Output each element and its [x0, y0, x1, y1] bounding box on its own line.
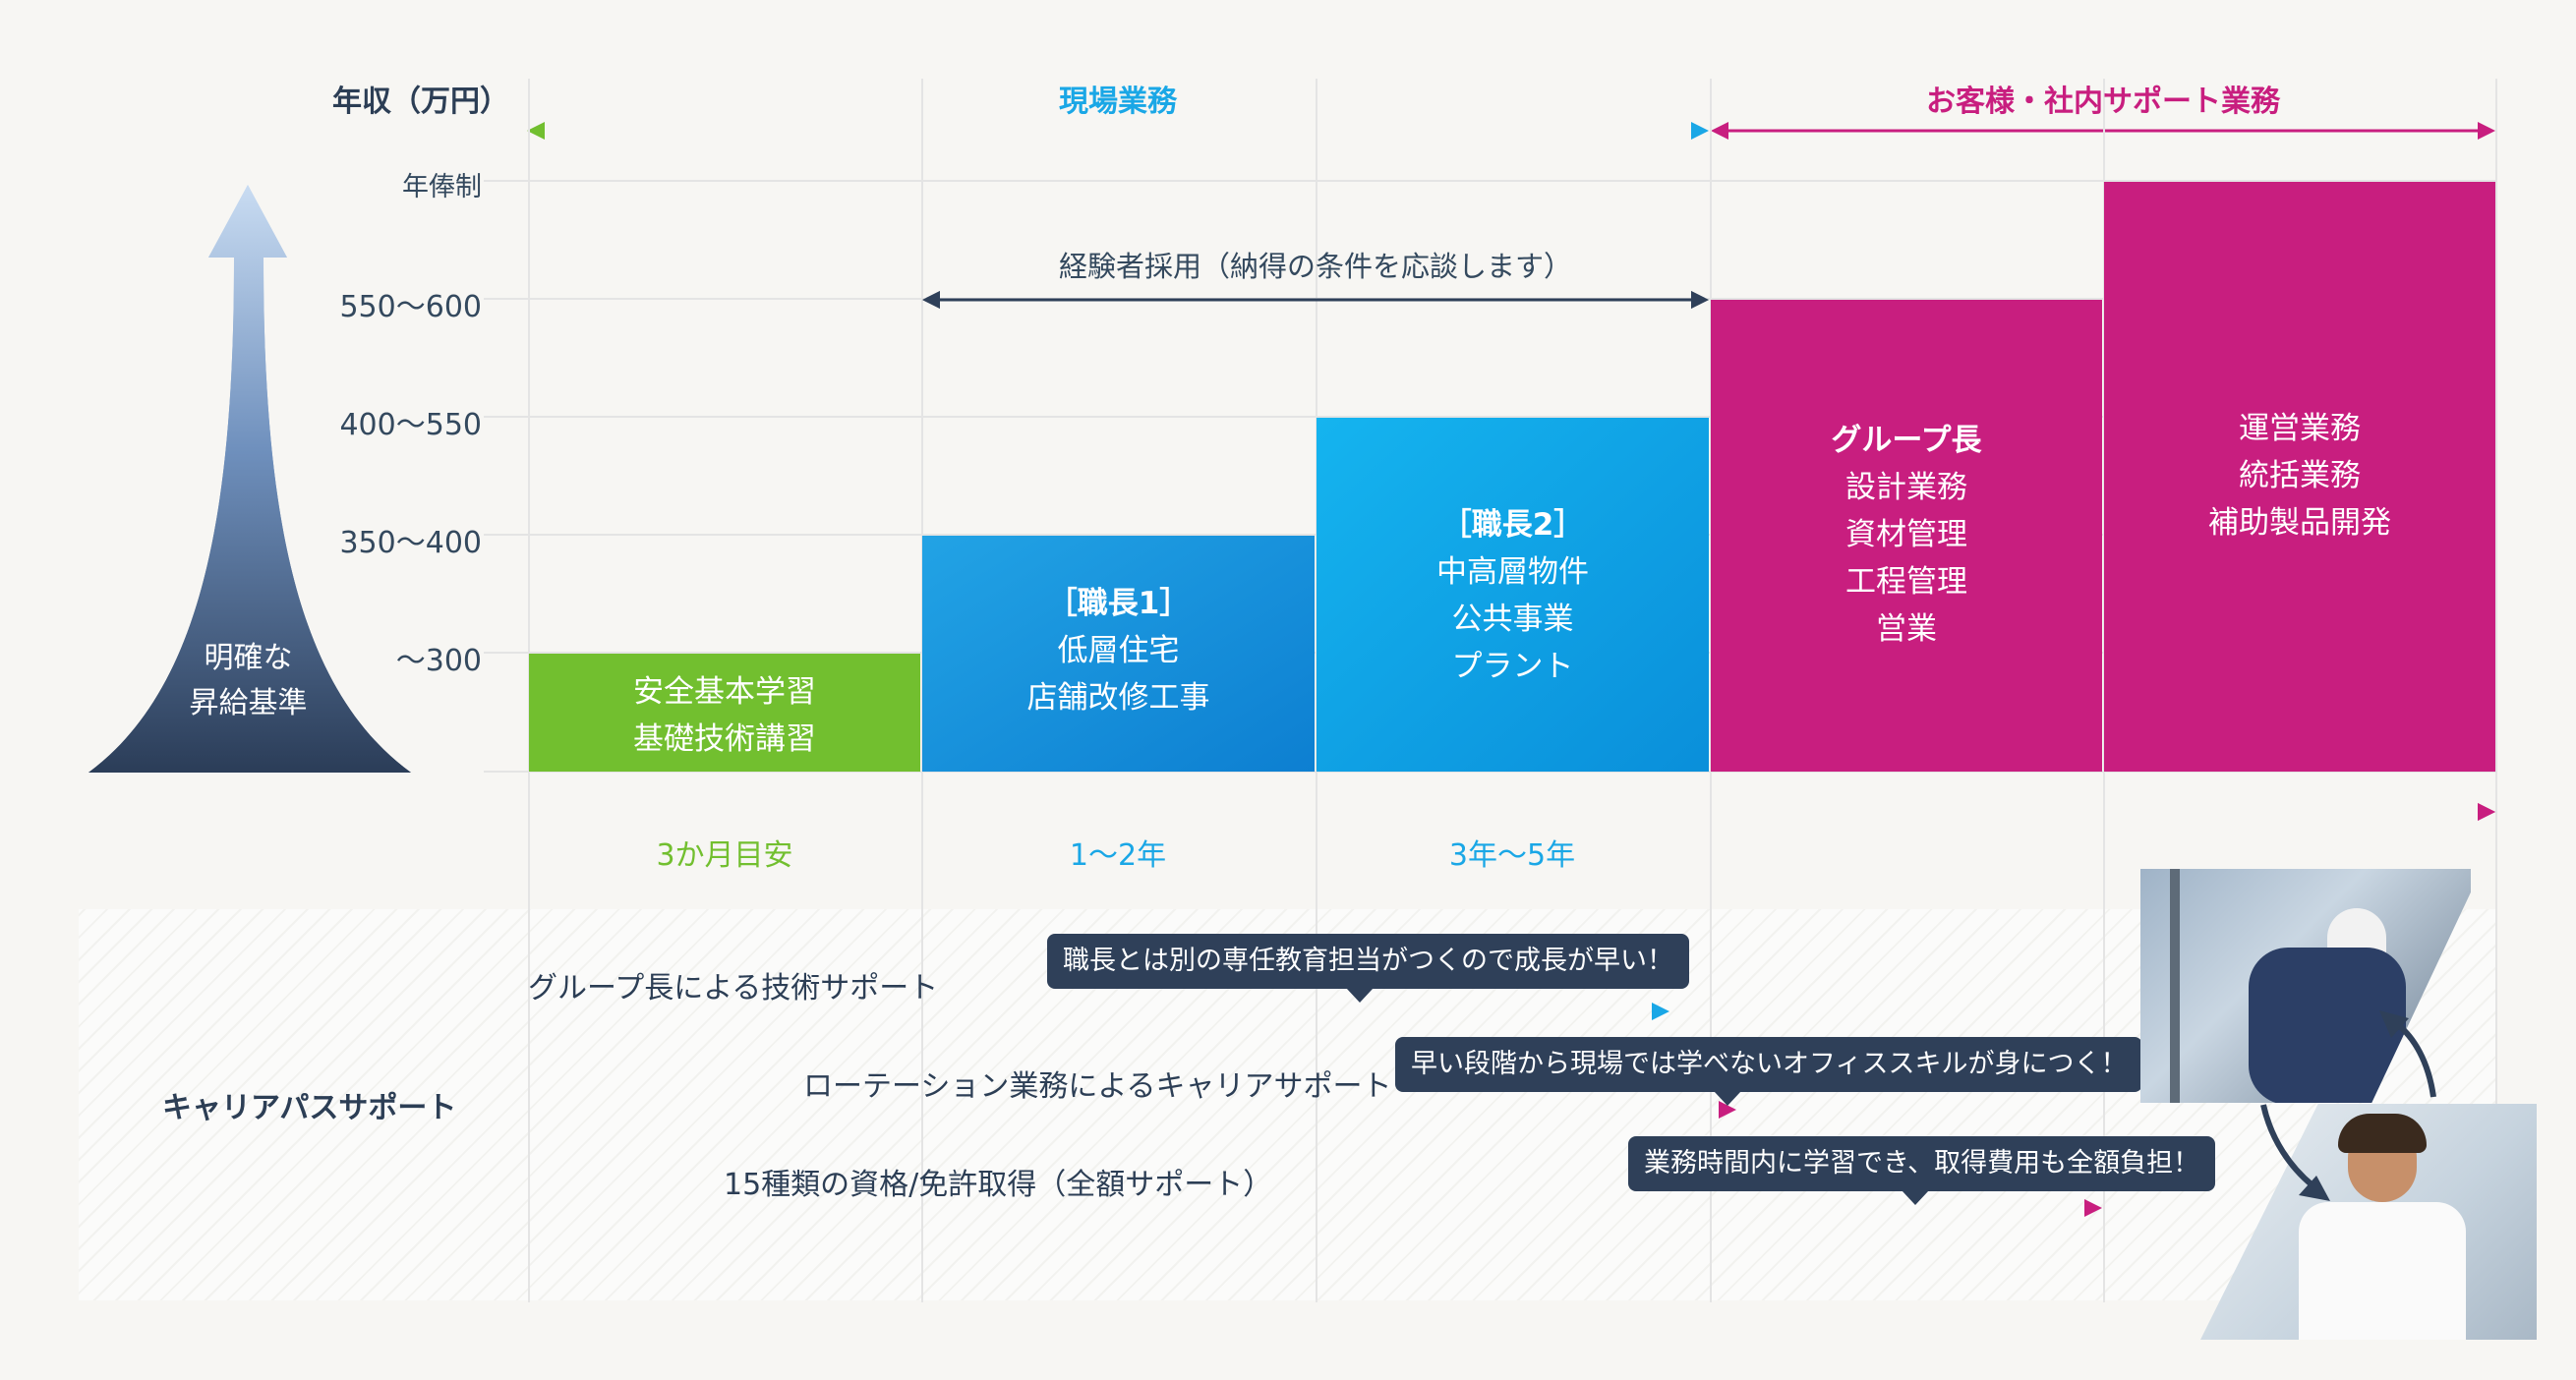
photo-transition-arrows [2260, 1010, 2436, 1201]
grid-vline [2495, 79, 2497, 1302]
bar-text-4: 運営業務 統括業務 補助製品開発 [2208, 411, 2391, 541]
timeline-label: 3か月目安 [656, 838, 793, 873]
y-label: 年俸制 [402, 172, 482, 202]
support-item-text: グループ長による技術サポート [528, 971, 939, 1006]
support-item-text: ローテーション業務によるキャリアサポート [803, 1069, 1392, 1104]
grid-vline [2103, 79, 2105, 1302]
support-item-text: 15種類の資格/免許取得（全額サポート） [724, 1168, 1273, 1202]
career-support-label: キャリアパスサポート [162, 1091, 457, 1125]
support-bubble: 業務時間内に学習でき、取得費用も全額負担！ [1628, 1136, 2216, 1205]
support-bubble: 職長とは別の専任教育担当がつくので成長が早い！ [1047, 934, 1689, 1003]
y-label: 350〜400 [339, 526, 482, 560]
phase-field-label: 現場業務 [1059, 85, 1177, 119]
grid-hline [484, 771, 2495, 773]
bar-text-2: ［職長2］ 中高層物件 公共事業 プラント [1436, 507, 1589, 684]
y-label: 400〜550 [339, 408, 482, 442]
bar-text-0: 安全基本学習 基礎技術講習 [633, 674, 816, 757]
experienced-hire-label: 経験者採用（納得の条件を応談します） [1058, 250, 1572, 283]
bar-text-3: グループ長 設計業務 資材管理 工程管理 営業 [1831, 423, 1982, 647]
timeline-label: 1〜2年 [1069, 838, 1167, 873]
bar-text-1: ［職長1］ 低層住宅 店舗改修工事 [1026, 586, 1210, 716]
grid-hline [484, 416, 2495, 418]
grid-vline [1710, 79, 1712, 1302]
grid-hline [484, 180, 2495, 182]
raise-criteria-label: 明確な 昇給基準 [189, 641, 308, 720]
phase-support-label: お客様・社内サポート業務 [1926, 85, 2280, 119]
grid-hline [484, 298, 2495, 300]
support-bubble: 早い段階から現場では学べないオフィススキルが身につく！ [1395, 1037, 2143, 1106]
y-axis-title: 年収（万円） [332, 85, 509, 119]
timeline-label: 3年〜5年 [1448, 838, 1576, 873]
y-label: 550〜600 [339, 290, 482, 324]
y-label: 〜300 [395, 644, 482, 678]
phase-field-arrow [527, 122, 1709, 140]
timeline-arrow [529, 803, 2495, 821]
